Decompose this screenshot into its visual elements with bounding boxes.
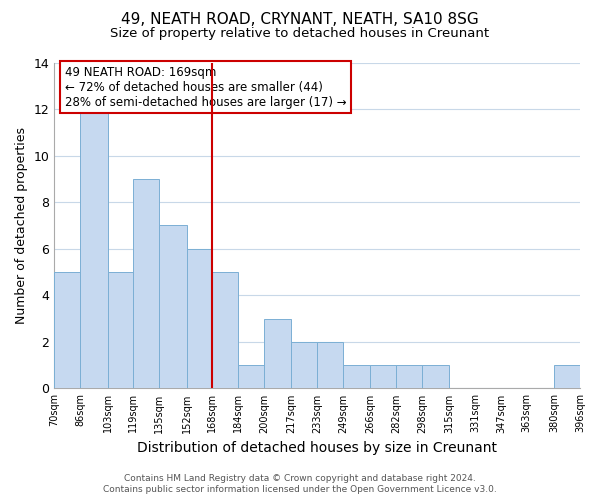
Bar [212, 272, 238, 388]
Bar [264, 318, 292, 388]
Bar [554, 365, 580, 388]
Text: Size of property relative to detached houses in Creunant: Size of property relative to detached ho… [110, 28, 490, 40]
Bar [292, 342, 317, 388]
Text: 49 NEATH ROAD: 169sqm
← 72% of detached houses are smaller (44)
28% of semi-deta: 49 NEATH ROAD: 169sqm ← 72% of detached … [65, 66, 346, 109]
Y-axis label: Number of detached properties: Number of detached properties [15, 127, 28, 324]
X-axis label: Distribution of detached houses by size in Creunant: Distribution of detached houses by size … [137, 441, 497, 455]
Bar [422, 365, 449, 388]
Text: 49, NEATH ROAD, CRYNANT, NEATH, SA10 8SG: 49, NEATH ROAD, CRYNANT, NEATH, SA10 8SG [121, 12, 479, 28]
Bar [133, 179, 159, 388]
Text: Contains HM Land Registry data © Crown copyright and database right 2024.
Contai: Contains HM Land Registry data © Crown c… [103, 474, 497, 494]
Bar [159, 226, 187, 388]
Bar [238, 365, 264, 388]
Bar [396, 365, 422, 388]
Bar [370, 365, 396, 388]
Bar [80, 109, 107, 388]
Bar [317, 342, 343, 388]
Bar [107, 272, 133, 388]
Bar [54, 272, 80, 388]
Bar [343, 365, 370, 388]
Bar [187, 248, 212, 388]
